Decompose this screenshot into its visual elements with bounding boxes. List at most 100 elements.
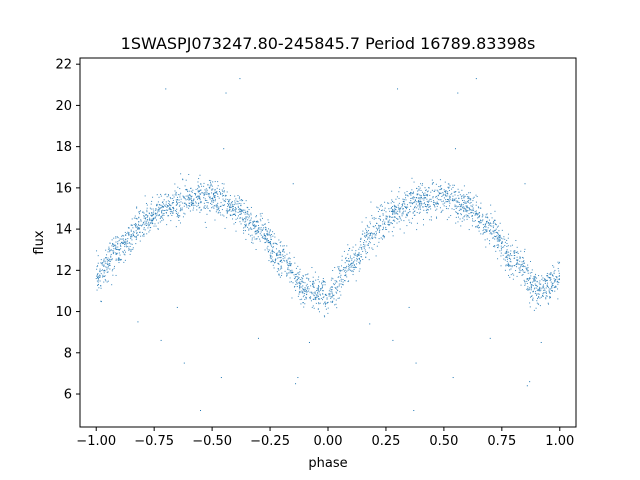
data-point (394, 210, 396, 212)
data-point (490, 229, 492, 231)
data-point (355, 244, 357, 246)
data-point (552, 284, 554, 286)
data-point (318, 303, 320, 305)
data-point (99, 275, 101, 277)
data-point (207, 184, 209, 186)
data-point (348, 269, 350, 271)
data-point (446, 195, 448, 197)
data-point (109, 242, 111, 244)
data-point (191, 191, 193, 193)
data-point (519, 269, 521, 271)
data-point (455, 222, 457, 224)
data-point (364, 244, 366, 246)
data-point (109, 249, 111, 251)
data-point (213, 197, 215, 199)
data-point (462, 209, 464, 211)
data-point (286, 259, 288, 261)
data-point (219, 205, 221, 207)
data-point (239, 210, 241, 212)
data-point (241, 200, 243, 202)
data-point (305, 298, 307, 300)
data-point (411, 177, 413, 179)
data-point (359, 246, 361, 248)
data-point (547, 276, 549, 278)
data-point (403, 210, 405, 212)
data-point (446, 201, 448, 203)
data-point (130, 248, 132, 250)
data-point (529, 289, 531, 291)
data-point (278, 269, 280, 271)
data-point (96, 266, 98, 268)
data-point (131, 224, 133, 226)
data-point (162, 206, 164, 208)
data-point (362, 230, 364, 232)
data-point (162, 209, 164, 211)
data-point (171, 203, 173, 205)
data-point (539, 290, 541, 292)
data-point (311, 292, 313, 294)
data-point (117, 259, 119, 261)
data-point (557, 281, 559, 283)
data-point (347, 269, 349, 271)
data-point (283, 251, 285, 253)
data-point (128, 247, 130, 249)
data-point (322, 290, 324, 292)
data-point (408, 219, 410, 221)
data-point (485, 216, 487, 218)
data-point (341, 283, 343, 285)
data-point (320, 289, 322, 291)
data-point (245, 223, 247, 225)
data-point (464, 201, 466, 203)
data-point (149, 229, 151, 231)
data-point (429, 206, 431, 208)
data-point (203, 202, 205, 204)
data-point (494, 236, 496, 238)
data-point (500, 237, 502, 239)
data-point (447, 198, 449, 200)
data-point (176, 208, 178, 210)
data-point (196, 198, 198, 200)
data-point (268, 233, 270, 235)
data-point (516, 256, 518, 258)
data-point (279, 253, 281, 255)
data-point (269, 241, 271, 243)
data-point (281, 267, 283, 269)
data-point (371, 232, 373, 234)
data-point (135, 243, 137, 245)
data-point (282, 255, 284, 257)
data-point (466, 209, 468, 211)
data-point (117, 249, 119, 251)
data-point (216, 209, 218, 211)
data-point (419, 202, 421, 204)
data-point (421, 203, 423, 205)
data-point (239, 199, 241, 201)
data-point (500, 252, 502, 254)
data-point (182, 195, 184, 197)
data-point (414, 210, 416, 212)
data-point (227, 204, 229, 206)
data-point (330, 296, 332, 298)
data-point (217, 193, 219, 195)
data-point (175, 194, 177, 196)
data-point (416, 207, 418, 209)
data-point (306, 277, 308, 279)
data-point (234, 200, 236, 202)
data-point (273, 262, 275, 264)
data-point (338, 285, 340, 287)
data-point (158, 210, 160, 212)
data-point (369, 234, 371, 236)
data-point (445, 199, 447, 201)
data-point (166, 205, 168, 207)
data-point (345, 267, 347, 269)
data-point (265, 229, 267, 231)
data-point (507, 262, 509, 264)
data-point (462, 207, 464, 209)
data-point (133, 223, 135, 225)
data-point (237, 195, 239, 196)
data-point (475, 212, 477, 214)
data-point (520, 263, 522, 265)
data-point (448, 183, 450, 185)
data-point (106, 267, 108, 269)
data-point (263, 237, 265, 239)
data-point (200, 189, 202, 191)
